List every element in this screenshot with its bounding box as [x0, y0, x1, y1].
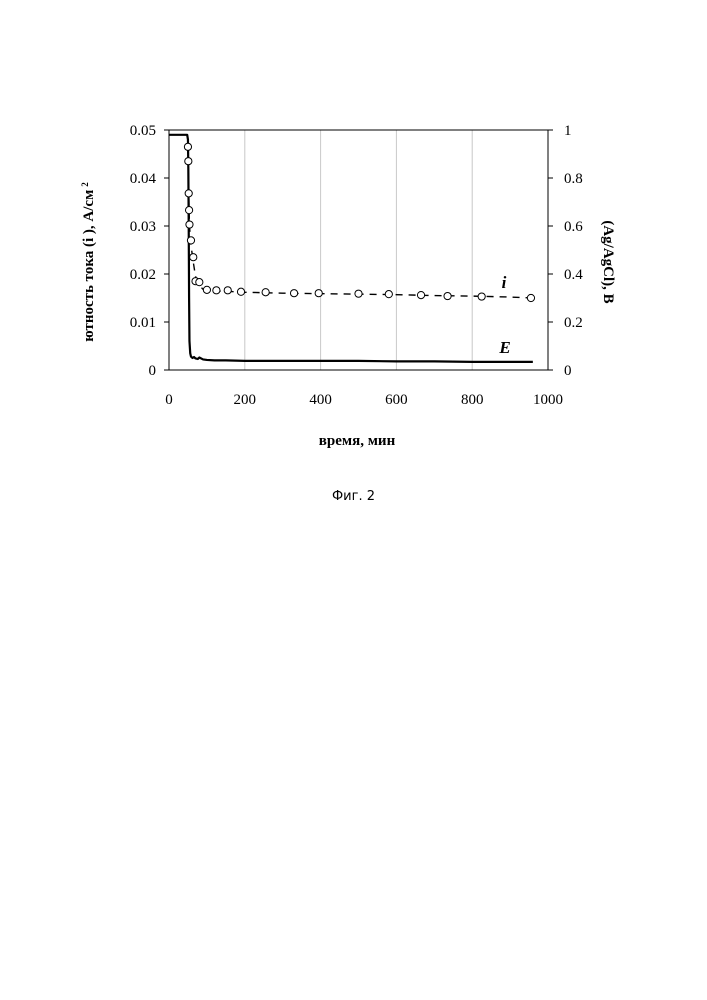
- series-point-i: [237, 288, 244, 295]
- series-point-i: [213, 287, 220, 294]
- y-right-tick-label: 0.4: [564, 267, 583, 283]
- series-point-i: [527, 294, 534, 301]
- y-axis-label-left: ютность тока (i ), А/см2: [80, 182, 97, 342]
- series-line-e: [169, 135, 533, 362]
- y-right-tick-label: 0.8: [564, 171, 583, 187]
- series-line-i: [188, 147, 533, 298]
- y-axis-label-right: (Ag/AgCl), В: [600, 220, 616, 303]
- series-label-e: E: [498, 338, 510, 357]
- x-axis-label: время, мин: [319, 433, 396, 449]
- x-tick-label: 1000: [533, 392, 563, 408]
- y-left-tick-label: 0.01: [130, 315, 156, 331]
- y-right-tick-label: 0.6: [564, 219, 583, 235]
- y-left-tick-label: 0.05: [130, 123, 156, 139]
- plot-frame: [169, 130, 548, 370]
- series-point-i: [385, 291, 392, 298]
- x-tick-label: 600: [385, 392, 408, 408]
- series-point-i: [478, 293, 485, 300]
- series-point-i: [185, 190, 192, 197]
- y-right-tick-label: 1: [564, 123, 572, 139]
- series-point-i: [186, 221, 193, 228]
- y-right-tick-label: 0.2: [564, 315, 583, 331]
- y-left-tick-label: 0.04: [130, 171, 157, 187]
- x-tick-label: 400: [309, 392, 332, 408]
- series-point-i: [315, 290, 322, 297]
- x-tick-label: 0: [165, 392, 173, 408]
- x-tick-label: 800: [461, 392, 484, 408]
- x-tick-label: 200: [234, 392, 257, 408]
- y-left-tick-label: 0.03: [130, 219, 156, 235]
- series-point-i: [185, 207, 192, 214]
- series-point-i: [185, 158, 192, 165]
- grid-lines: [245, 130, 472, 370]
- series-point-i: [290, 290, 297, 297]
- series-point-i: [187, 237, 194, 244]
- series-point-i: [444, 292, 451, 299]
- y-right-tick-label: 0: [564, 363, 572, 379]
- series-point-i: [184, 143, 191, 150]
- y-left-tick-label: 0: [149, 363, 157, 379]
- series-label-i: i: [502, 273, 507, 292]
- series-point-i: [262, 289, 269, 296]
- series-point-i: [355, 290, 362, 297]
- series-layer: [169, 135, 535, 362]
- series-point-i: [203, 286, 210, 293]
- series-point-i: [190, 254, 197, 261]
- series-point-i: [196, 279, 203, 286]
- figure-caption: Фиг. 2: [0, 489, 707, 504]
- series-point-i: [417, 292, 424, 299]
- y-left-tick-label: 0.02: [130, 267, 156, 283]
- tick-labels: 0200400600800100000.010.020.030.040.0500…: [130, 123, 584, 408]
- series-point-i: [224, 287, 231, 294]
